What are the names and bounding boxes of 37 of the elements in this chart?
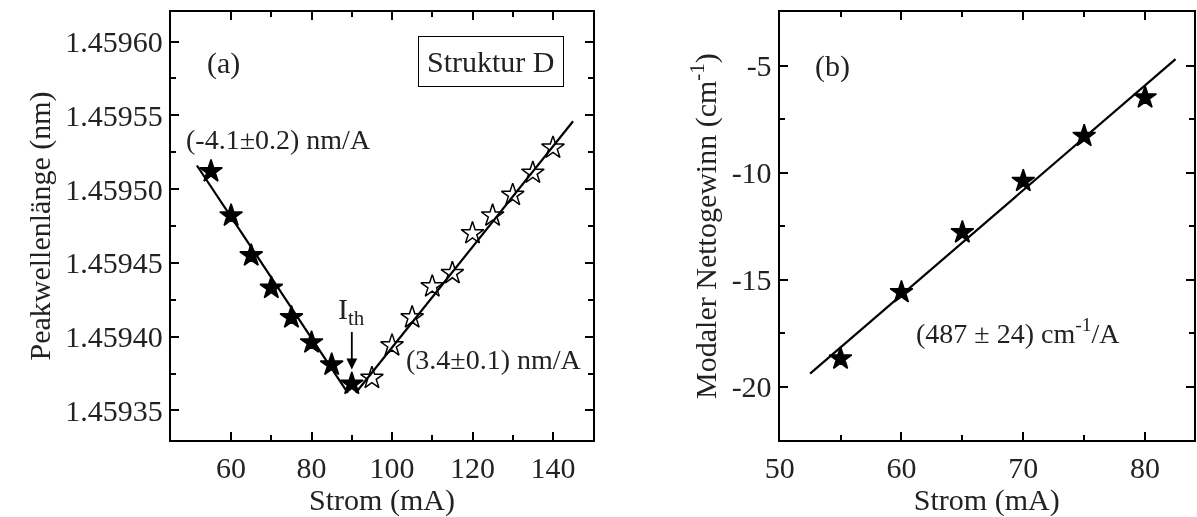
x-axis-title: Strom (mA)	[913, 483, 1060, 517]
point	[460, 220, 485, 244]
y-tick-label: -10	[731, 156, 772, 189]
y-tick-label: 1.45955	[65, 98, 163, 132]
point	[1133, 84, 1158, 108]
x-tick-label: 120	[450, 451, 495, 484]
point	[950, 219, 975, 243]
y-tick-label: 1.45935	[65, 393, 163, 427]
annotation: I$_{th}$	[338, 292, 365, 331]
point	[1011, 168, 1036, 192]
annotation: (487 ± 24) cm$^{-1}$/A	[916, 314, 1121, 349]
annotation: (a)	[207, 46, 241, 80]
y-axis-title: Peakwellenlänge (nm)	[22, 91, 57, 361]
x-tick-label: 80	[1130, 451, 1161, 484]
y-tick-label: -15	[731, 263, 772, 296]
x-tick-label: 100	[369, 451, 415, 484]
y-tick-label: -5	[746, 49, 772, 82]
y-tick-label: 1.45960	[65, 25, 163, 59]
x-tick-label: 140	[530, 451, 576, 484]
x-tick-label: 60	[886, 451, 917, 484]
annotation: (b)	[815, 49, 850, 83]
y-tick-label: 1.45950	[65, 172, 163, 206]
x-tick-label: 50	[764, 451, 795, 484]
y-tick-label: -20	[731, 370, 772, 403]
x-tick-label: 70	[1008, 451, 1039, 484]
point	[339, 371, 364, 395]
annotation: (3.4±0.1) nm/A	[406, 344, 582, 375]
point	[420, 273, 445, 297]
point	[828, 346, 853, 370]
x-tick-label: 80	[296, 451, 327, 484]
x-tick-label: 60	[216, 451, 247, 484]
annotation: Struktur D	[427, 45, 555, 78]
x-axis-title: Strom (mA)	[309, 483, 455, 517]
y-tick-label: 1.45940	[65, 320, 163, 354]
y-tick-label: 1.45945	[65, 246, 163, 280]
point	[198, 158, 224, 182]
annotation: (-4.1±0.2) nm/A	[186, 124, 371, 155]
